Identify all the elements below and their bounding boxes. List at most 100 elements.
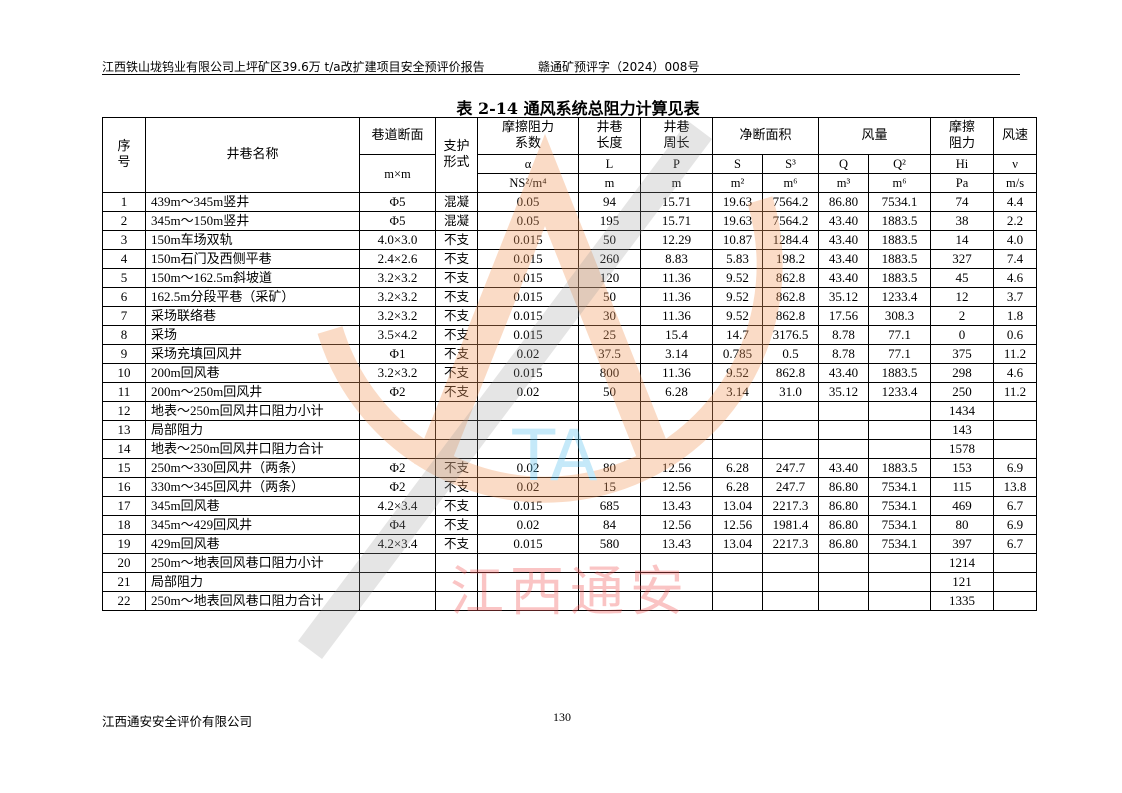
cell-friction-resistance: 298: [930, 363, 995, 383]
cell-perimeter: [640, 591, 713, 611]
cell-support: 不支: [435, 230, 478, 250]
cell-support: 不支: [435, 344, 478, 364]
cell-area-cubed: [761, 420, 820, 440]
cell-name: 200m回风巷: [145, 363, 360, 383]
cell-airflow-squared: [868, 439, 932, 459]
unit-q: m³: [818, 173, 870, 193]
header-length: 井巷长度: [578, 117, 641, 155]
cell-friction-resistance: 45: [930, 268, 995, 288]
cell-area: 10.87: [712, 230, 763, 250]
table-row: 9 采场充填回风井 Φ1 不支 0.02 37.5 3.14 0.785 0.5 8.78 77.1…: [102, 344, 1038, 364]
cell-area-cubed: 198.2: [761, 249, 820, 269]
cell-support: 不支: [435, 363, 478, 383]
cell-alpha: 0.015: [477, 534, 579, 554]
cell-velocity: 2.2: [993, 211, 1038, 231]
table-row: 10 200m回风巷 3.2×3.2 不支 0.015 800 11.36 9.52 862.8…: [102, 363, 1038, 383]
cell-area: [712, 553, 763, 573]
cell-name: 250m～地表回风巷口阻力合计: [145, 591, 360, 611]
cell-area: 9.52: [712, 268, 763, 288]
cell-length: 800: [578, 363, 641, 383]
cell-area-cubed: 862.8: [761, 287, 820, 307]
cell-friction-resistance: 397: [930, 534, 995, 554]
table-row: 3 150m车场双轨 4.0×3.0 不支 0.015 50 12.29 10.87 1284.…: [102, 230, 1038, 250]
cell-section: 4.2×3.4: [359, 534, 436, 554]
cell-name: 250m～地表回风巷口阻力小计: [145, 553, 360, 573]
cell-area-cubed: 862.8: [761, 268, 820, 288]
cell-airflow: 86.80: [818, 192, 870, 212]
ventilation-resistance-table: 序号 井巷名称 巷道断面 支护形式 摩擦阻力系数 井巷长度 井巷周长 净断面积 …: [102, 117, 1038, 611]
cell-friction-resistance: 1214: [930, 553, 995, 573]
cell-airflow: 86.80: [818, 515, 870, 535]
cell-name: 345m～150m竖井: [145, 211, 360, 231]
cell-airflow: 43.40: [818, 249, 870, 269]
cell-alpha: [477, 420, 579, 440]
cell-seq: 7: [102, 306, 146, 326]
cell-length: 25: [578, 325, 641, 345]
cell-length: [578, 439, 641, 459]
table-row: 2 345m～150m竖井 Φ5 混凝 0.05 195 15.71 19.63 7564.2 4…: [102, 211, 1038, 231]
table-row: 5 150m～162.5m斜坡道 3.2×3.2 不支 0.015 120 11.36 9.5…: [102, 268, 1038, 288]
cell-airflow: 43.40: [818, 211, 870, 231]
cell-area-cubed: 862.8: [761, 363, 820, 383]
cell-seq: 8: [102, 325, 146, 345]
cell-alpha: 0.015: [477, 496, 579, 516]
unit-s: m²: [712, 173, 763, 193]
cell-airflow: [818, 401, 870, 421]
cell-perimeter: 11.36: [640, 268, 713, 288]
header-velocity: 风速: [993, 117, 1038, 155]
symbol-hi: Hi: [930, 154, 995, 174]
cell-airflow-squared: 1883.5: [868, 230, 932, 250]
cell-alpha: 0.02: [477, 515, 579, 535]
cell-airflow-squared: [868, 572, 932, 592]
cell-area: [712, 401, 763, 421]
table-row: 6 162.5m分段平巷（采矿） 3.2×3.2 不支 0.015 50 11.36 9.52…: [102, 287, 1038, 307]
cell-friction-resistance: 1335: [930, 591, 995, 611]
cell-area: 9.52: [712, 287, 763, 307]
cell-velocity: [993, 572, 1038, 592]
cell-airflow: [818, 553, 870, 573]
cell-velocity: 11.2: [993, 382, 1038, 402]
table-row: 18 345m～429回风井 Φ4 不支 0.02 84 12.56 12.56 1981.4 8…: [102, 515, 1038, 535]
cell-airflow: 43.40: [818, 458, 870, 478]
cell-friction-resistance: 1434: [930, 401, 995, 421]
cell-support: 不支: [435, 477, 478, 497]
cell-alpha: 0.015: [477, 230, 579, 250]
cell-friction-resistance: 74: [930, 192, 995, 212]
cell-seq: 10: [102, 363, 146, 383]
cell-name: 地表～250m回风井口阻力合计: [145, 439, 360, 459]
cell-section: Φ4: [359, 515, 436, 535]
cell-airflow: 43.40: [818, 230, 870, 250]
cell-length: 260: [578, 249, 641, 269]
page-header: 江西铁山垅钨业有限公司上坪矿区39.6万 t/a改扩建项目安全预评价报告 赣通矿…: [102, 58, 1020, 75]
cell-airflow: 8.78: [818, 325, 870, 345]
cell-length: 685: [578, 496, 641, 516]
cell-area-cubed: [761, 439, 820, 459]
cell-area: 9.52: [712, 363, 763, 383]
unit-v: m/s: [993, 173, 1038, 193]
cell-area: 6.28: [712, 477, 763, 497]
unit-p: m: [640, 173, 713, 193]
cell-airflow: 17.56: [818, 306, 870, 326]
cell-length: 195: [578, 211, 641, 231]
table-row: 14 地表～250m回风井口阻力合计 1578: [102, 439, 1038, 459]
cell-area: [712, 420, 763, 440]
cell-airflow-squared: 1883.5: [868, 211, 932, 231]
cell-name: 150m车场双轨: [145, 230, 360, 250]
cell-seq: 6: [102, 287, 146, 307]
cell-airflow-squared: 7534.1: [868, 192, 932, 212]
cell-airflow: 43.40: [818, 363, 870, 383]
cell-length: 580: [578, 534, 641, 554]
cell-seq: 12: [102, 401, 146, 421]
cell-friction-resistance: 115: [930, 477, 995, 497]
cell-area-cubed: 247.7: [761, 477, 820, 497]
cell-length: 15: [578, 477, 641, 497]
cell-section: Φ5: [359, 192, 436, 212]
cell-airflow-squared: 77.1: [868, 344, 932, 364]
cell-airflow: 8.78: [818, 344, 870, 364]
cell-name: 采场联络巷: [145, 306, 360, 326]
cell-airflow-squared: 7534.1: [868, 534, 932, 554]
cell-alpha: 0.015: [477, 268, 579, 288]
cell-perimeter: 12.29: [640, 230, 713, 250]
cell-velocity: 11.2: [993, 344, 1038, 364]
header-airflow: 风量: [818, 117, 932, 155]
